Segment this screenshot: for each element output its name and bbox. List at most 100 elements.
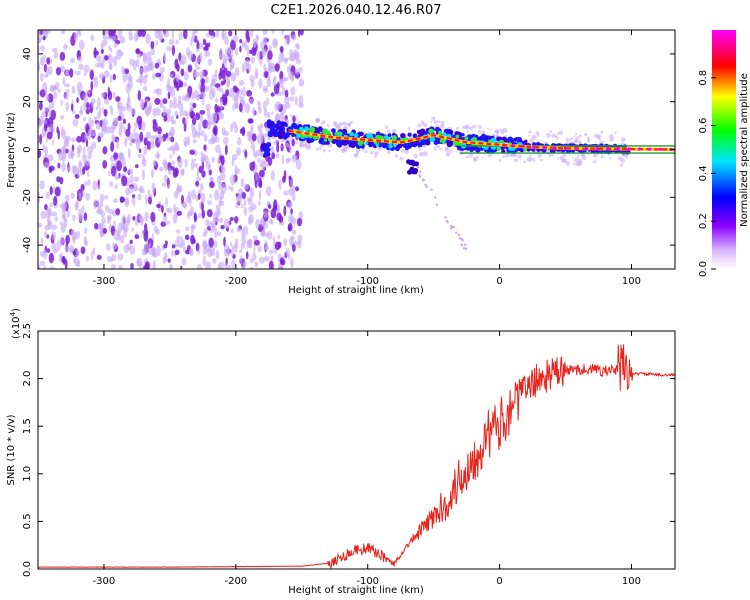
noise-speckle — [263, 41, 268, 46]
noise-speckle — [272, 80, 277, 87]
noise-speckle — [220, 155, 225, 166]
noise-speckle — [57, 162, 61, 169]
noise-speckle — [64, 194, 70, 203]
noise-speckle — [235, 104, 239, 110]
noise-speckle — [131, 196, 136, 206]
noise-speckle — [46, 57, 50, 65]
noise-speckle — [247, 238, 253, 245]
noise-speckle — [202, 247, 208, 255]
snr-scale-factor: (x104) — [9, 308, 22, 339]
noise-speckle — [113, 152, 118, 160]
noise-speckle — [207, 58, 213, 66]
noise-speckle — [131, 227, 134, 232]
hot-dot — [428, 128, 434, 134]
noise-speckle — [272, 235, 276, 246]
noise-speckle — [52, 47, 58, 53]
noise-speckle — [102, 146, 108, 155]
halo-dot — [620, 163, 624, 167]
noise-speckle — [201, 170, 206, 178]
noise-speckle — [93, 80, 99, 88]
noise-speckle — [38, 61, 41, 73]
noise-speckle — [146, 131, 152, 139]
track-peak — [648, 147, 652, 151]
noise-speckle — [286, 66, 290, 73]
hot-dot — [508, 146, 513, 151]
noise-speckle — [155, 228, 160, 235]
noise-speckle — [71, 85, 76, 95]
noise-speckle — [130, 262, 134, 269]
noise-speckle — [162, 98, 168, 105]
noise-speckle — [263, 108, 268, 118]
halo-dot — [462, 125, 465, 129]
noise-speckle — [178, 31, 183, 41]
halo-dot — [565, 161, 571, 166]
noise-speckle — [49, 202, 54, 208]
noise-speckle — [248, 213, 254, 224]
noise-speckle — [180, 68, 185, 77]
noise-speckle — [90, 34, 95, 41]
spectrogram-ytick-label: -20 — [22, 189, 33, 205]
noise-speckle — [241, 41, 246, 48]
noise-speckle — [218, 217, 224, 223]
halo-dot — [464, 125, 469, 130]
noise-speckle — [248, 98, 255, 104]
noise-speckle — [145, 66, 151, 72]
noise-speckle — [216, 231, 222, 237]
noise-speckle — [165, 132, 169, 139]
snr-xlabel: Height of straight line (km) — [288, 585, 424, 596]
noise-speckle — [216, 106, 221, 113]
noise-speckle — [290, 235, 295, 241]
halo-dot — [287, 144, 291, 148]
noise-speckle — [51, 231, 56, 241]
noise-speckle — [156, 107, 161, 116]
noise-speckle — [291, 72, 294, 83]
hot-dot — [298, 126, 304, 132]
noise-speckle — [244, 39, 248, 51]
noise-speckle — [206, 209, 213, 218]
band-dot — [476, 147, 481, 152]
noise-speckle — [214, 240, 218, 249]
noise-speckle — [265, 186, 272, 197]
noise-speckle — [118, 50, 124, 57]
noise-speckle — [249, 266, 254, 269]
band-dot — [434, 126, 441, 133]
tail-dot — [460, 237, 463, 241]
halo-dot — [468, 153, 474, 158]
halo-dot — [578, 140, 581, 144]
noise-speckle — [140, 121, 146, 131]
noise-speckle — [228, 88, 235, 98]
noise-speckle — [75, 70, 81, 76]
hot-dot — [304, 126, 310, 132]
track-core — [288, 129, 675, 151]
noise-speckle — [46, 131, 53, 140]
track-peak — [574, 146, 578, 151]
noise-speckle — [61, 128, 66, 140]
noise-speckle — [183, 122, 187, 132]
noise-speckle — [136, 115, 143, 126]
noise-speckle — [258, 169, 265, 178]
noise-speckle — [90, 250, 94, 261]
noise-speckle — [112, 55, 118, 67]
noise-speckle — [85, 255, 90, 262]
spectrogram-xlabel: Height of straight line (km) — [288, 285, 424, 296]
halo-dot — [523, 160, 527, 164]
noise-speckle — [137, 90, 141, 101]
hot-dot — [375, 143, 379, 147]
noise-speckle — [180, 54, 187, 65]
noise-speckle — [40, 72, 44, 82]
noise-speckle — [87, 129, 92, 140]
noise-speckle — [195, 112, 201, 121]
noise-speckle — [213, 125, 218, 136]
noise-speckle — [87, 145, 94, 155]
halo-dot — [433, 146, 438, 151]
noise-speckle — [169, 88, 176, 97]
noise-speckle — [109, 181, 114, 188]
noise-speckle — [193, 89, 199, 99]
noise-speckle — [180, 101, 184, 113]
noise-speckle — [72, 119, 79, 127]
noise-speckle — [239, 102, 243, 113]
track-peak — [595, 147, 599, 151]
noise-speckle — [159, 66, 165, 74]
noise-speckle — [236, 90, 240, 98]
noise-speckle — [257, 50, 261, 61]
